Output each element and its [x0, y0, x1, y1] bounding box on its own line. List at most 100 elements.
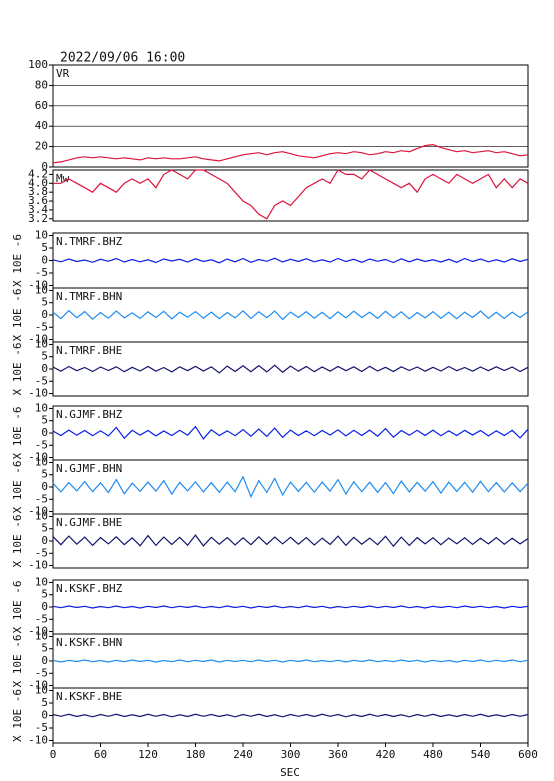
trace	[52, 659, 529, 663]
panel-label: N.KSKF.BHN	[56, 636, 122, 649]
y-tick-label: -5	[35, 266, 48, 279]
y-tick-label: -10	[28, 505, 48, 518]
panel-label: N.KSKF.BHE	[56, 690, 122, 703]
panel-label: N.KSKF.BHZ	[56, 582, 123, 595]
y-tick-label: -10	[28, 387, 48, 400]
y-tick-label: 5	[41, 642, 48, 655]
panel-label: N.GJMF.BHZ	[56, 408, 123, 421]
panel-frame	[52, 687, 529, 744]
panel-label: N.TMRF.BHZ	[56, 235, 123, 248]
y-tick-label: 0	[41, 362, 48, 375]
chart-title: 2022/09/06 16:00	[60, 51, 185, 66]
panel-frame	[52, 64, 529, 168]
trace	[52, 534, 529, 548]
y-tick-label: -5	[35, 492, 48, 505]
y-tick-label: 20	[35, 140, 48, 153]
panel-frame	[52, 405, 529, 461]
x-axis-label: SEC	[280, 766, 300, 779]
trace	[52, 143, 529, 164]
y-tick-label: -5	[35, 320, 48, 333]
y-tick-label: -5	[35, 546, 48, 559]
x-tick-label: 60	[94, 748, 107, 761]
panel-frame	[52, 633, 529, 689]
y-axis-label: X 10E -6	[11, 289, 24, 342]
y-tick-label: -5	[35, 666, 48, 679]
y-tick-label: 5	[41, 414, 48, 427]
y-tick-label: 0	[41, 600, 48, 613]
y-tick-label: 3.2	[28, 212, 48, 225]
y-tick-label: 0	[41, 160, 48, 173]
x-tick-label: 480	[423, 748, 443, 761]
trace	[52, 475, 529, 499]
y-tick-label: 80	[35, 78, 48, 91]
y-tick-label: 40	[35, 119, 48, 132]
y-tick-label: -5	[35, 438, 48, 451]
x-tick-label: 300	[281, 748, 301, 761]
y-tick-label: -5	[35, 612, 48, 625]
y-tick-label: -10	[28, 451, 48, 464]
y-tick-label: -5	[35, 721, 48, 734]
y-tick-label: 0	[41, 254, 48, 267]
y-tick-label: 4.2	[28, 167, 48, 180]
panel-frame	[52, 459, 529, 515]
y-tick-label: 10	[35, 283, 48, 296]
y-tick-label: 5	[41, 350, 48, 363]
y-tick-label: 5	[41, 241, 48, 254]
y-axis-label: X 10E -6	[11, 343, 24, 396]
y-tick-label: -5	[35, 374, 48, 387]
y-tick-label: 10	[35, 337, 48, 350]
y-tick-label: 10	[35, 401, 48, 414]
y-tick-label: 0	[41, 426, 48, 439]
y-tick-label: 4.0	[28, 176, 48, 189]
y-tick-label: 5	[41, 522, 48, 535]
y-tick-label: 10	[35, 455, 48, 468]
y-tick-label: 0	[41, 480, 48, 493]
y-tick-label: -10	[28, 734, 48, 747]
y-tick-label: 0	[41, 308, 48, 321]
panel-label: N.GJMF.BHE	[56, 516, 122, 529]
y-tick-label: -10	[28, 333, 48, 346]
x-tick-label: 360	[328, 748, 348, 761]
panel-frame	[52, 232, 529, 289]
trace	[52, 309, 529, 321]
y-tick-label: -10	[28, 625, 48, 638]
x-tick-label: 420	[376, 748, 396, 761]
y-tick-label: -10	[28, 279, 48, 292]
y-tick-label: 60	[35, 99, 48, 112]
y-tick-label: 10	[35, 229, 48, 242]
y-tick-label: 10	[35, 629, 48, 642]
panel-label: N.TMRF.BHN	[56, 290, 122, 303]
x-tick-label: 120	[138, 748, 158, 761]
x-tick-label: 600	[518, 748, 538, 761]
y-tick-label: 10	[35, 509, 48, 522]
panel-frame	[52, 341, 529, 397]
y-tick-label: 0	[41, 709, 48, 722]
x-tick-label: 240	[233, 748, 253, 761]
y-tick-label: 0	[41, 654, 48, 667]
y-tick-label: 5	[41, 468, 48, 481]
panel-label: VR	[56, 67, 70, 80]
panel-frame	[52, 287, 529, 343]
trace	[52, 425, 529, 440]
x-tick-label: 0	[50, 748, 57, 761]
y-axis-label: X 10E -6	[11, 581, 24, 634]
y-axis-label: X 10E -6	[11, 515, 24, 568]
panel-label: Mw	[56, 172, 70, 185]
trace	[53, 169, 529, 220]
x-tick-label: 180	[186, 748, 206, 761]
x-tick-label: 540	[471, 748, 491, 761]
y-axis-label: X 10E -6	[11, 461, 24, 514]
y-tick-label: 3.8	[28, 185, 48, 198]
y-tick-label: 5	[41, 588, 48, 601]
y-tick-label: 100	[28, 58, 48, 71]
trace	[52, 605, 529, 609]
y-tick-label: -10	[28, 559, 48, 572]
y-axis-label: X 10E -6	[11, 407, 24, 460]
trace	[52, 713, 529, 718]
y-axis-label: X 10E -6	[11, 689, 24, 742]
panel-label: N.GJMF.BHN	[56, 462, 122, 475]
panel-frame	[52, 513, 529, 569]
y-tick-label: 3.4	[28, 203, 48, 216]
y-tick-label: 5	[41, 296, 48, 309]
